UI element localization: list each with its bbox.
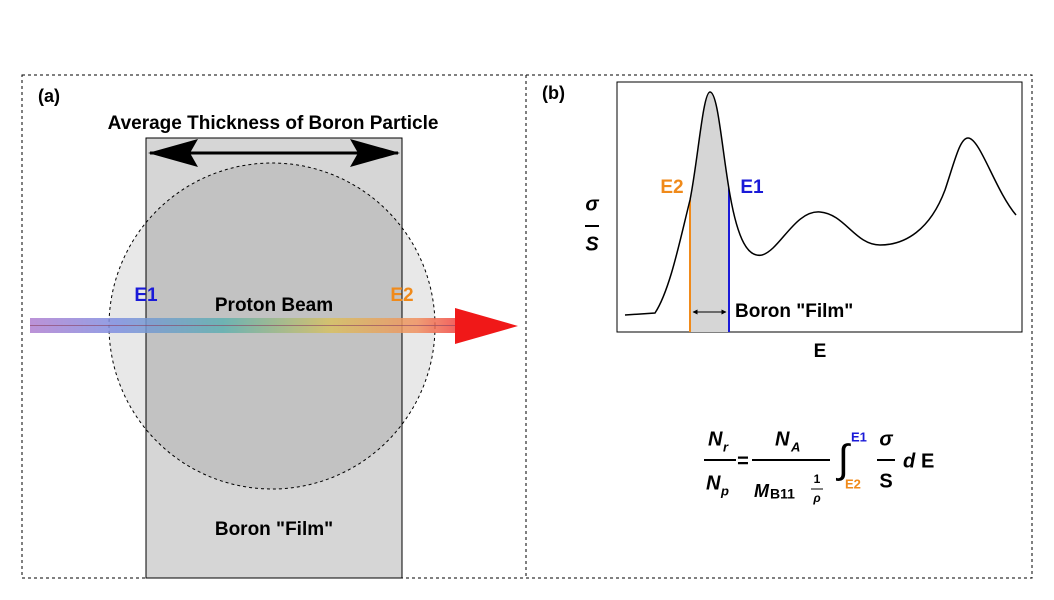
formula-integral: ∫ (836, 438, 852, 482)
e2-label: E2 (390, 285, 413, 306)
formula-symbol: N (708, 428, 723, 450)
formula-subscript: p (720, 483, 729, 498)
y-label-den: S (585, 233, 599, 255)
film-label: Boron "Film" (215, 519, 333, 540)
formula-subscript: A (790, 439, 800, 454)
formula-symbol: N (706, 472, 721, 494)
integrand-num: σ (879, 428, 893, 450)
thickness-title: Average Thickness of Boron Particle (108, 113, 439, 134)
formula-subscript: r (723, 439, 729, 454)
arrow-head (350, 139, 400, 167)
panel-label: (b) (542, 83, 565, 103)
e1-label: E1 (740, 177, 764, 198)
cross-section-curve (624, 91, 1017, 316)
beam-label: Proton Beam (215, 295, 333, 316)
lower-limit: E2 (845, 476, 861, 491)
formula-symbol: N (775, 428, 790, 450)
x-label: E (814, 341, 827, 362)
panel-label: (a) (38, 86, 60, 106)
e2-label: E2 (660, 177, 683, 198)
plot-frame (616, 81, 1023, 333)
formula-small-den: ρ (812, 491, 820, 505)
formula-subscript: B11 (770, 486, 795, 502)
e1-label: E1 (134, 285, 158, 306)
variable: E (921, 450, 934, 472)
y-label-num: σ (585, 193, 599, 215)
formula-equals: = (737, 450, 749, 472)
upper-limit: E1 (851, 429, 867, 444)
outer-frame (21, 74, 1033, 579)
arrow-head (148, 139, 198, 167)
beam-arrow-head (455, 308, 518, 344)
differential: d (903, 450, 916, 472)
boron-film (145, 137, 403, 579)
formula-small-num: 1 (814, 472, 821, 486)
formula-symbol: M (754, 481, 770, 501)
film-label: Boron "Film" (735, 301, 853, 322)
integrand-den: S (879, 470, 892, 492)
